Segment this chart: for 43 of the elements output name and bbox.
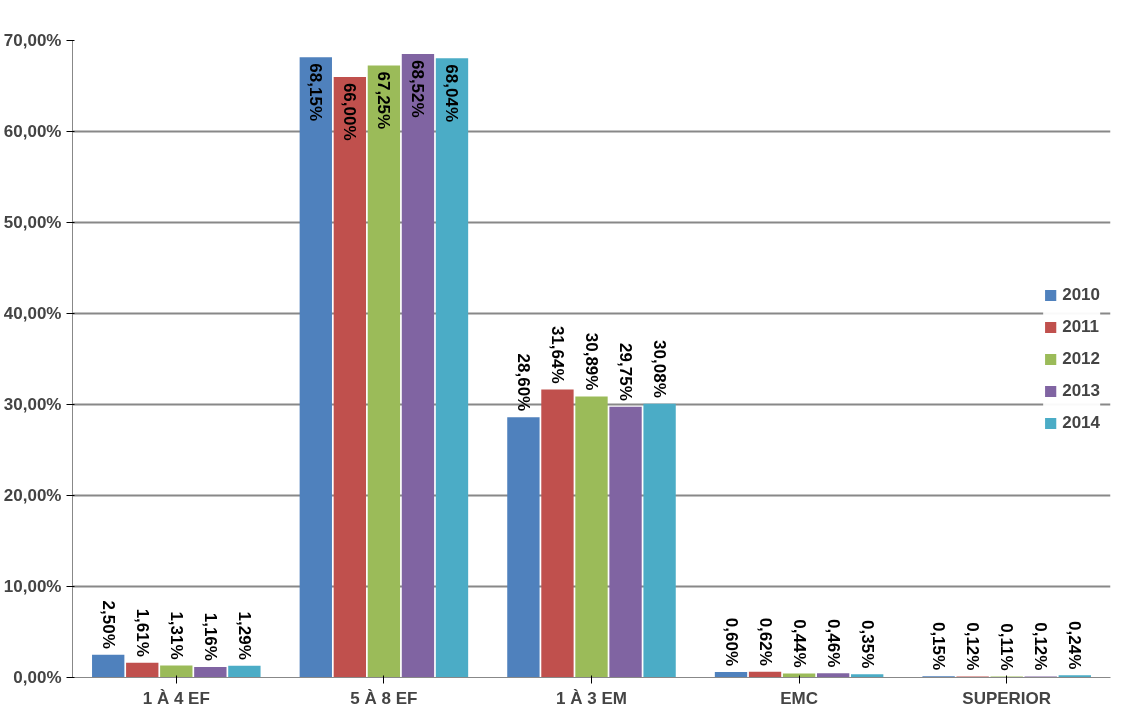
data-label: 0,44% [789,619,809,668]
legend-label: 2012 [1062,348,1100,369]
x-tick-label: EMC [780,688,818,708]
data-label: 67,25% [374,71,394,130]
data-label: 2,50% [98,600,118,649]
y-tick-label: 40,00% [3,304,62,323]
y-tick-label: 10,00% [3,577,62,596]
data-label: 0,35% [857,620,877,669]
data-label: 28,60% [513,353,533,412]
data-label: 0,11% [997,623,1017,671]
x-tick-label: SUPERIOR [962,688,1052,708]
data-label: 31,64% [547,325,567,384]
data-label: 0,62% [755,617,775,666]
x-tick-label: 1 À 3 EM [556,688,627,708]
data-label: 68,52% [408,59,428,118]
data-label: 68,15% [306,63,326,122]
y-tick-label: 30,00% [3,395,62,414]
legend-label: 2011 [1062,316,1100,337]
y-tick-label: 60,00% [3,122,62,141]
data-label: 0,15% [929,621,949,671]
x-tick-label: 5 À 8 EF [350,688,418,708]
data-label: 0,12% [963,622,983,671]
data-label: 68,04% [442,64,462,123]
legend-label: 2013 [1062,380,1100,401]
data-label: 0,60% [721,617,741,667]
data-label: 29,75% [616,343,636,401]
legend-label: 2010 [1062,284,1100,305]
data-label: 1,31% [166,611,186,660]
data-label: 1,16% [200,612,220,661]
y-tick-label: 50,00% [3,213,62,232]
data-label: 1,29% [234,611,254,660]
data-label: 66,00% [340,82,360,141]
data-label: 1,61% [132,608,152,657]
x-tick-label: 1 À 4 EF [142,688,210,708]
y-tick-label: 0,00% [13,668,62,687]
data-label: 30,89% [582,332,601,391]
legend-label: 2014 [1062,412,1100,433]
data-label: 0,12% [1031,622,1051,671]
y-tick-label: 20,00% [3,486,62,505]
data-label: 30,08% [650,340,670,398]
y-tick-label: 70,00% [3,31,62,50]
data-label: 0,46% [823,619,843,668]
data-label: 0,24% [1065,621,1085,670]
